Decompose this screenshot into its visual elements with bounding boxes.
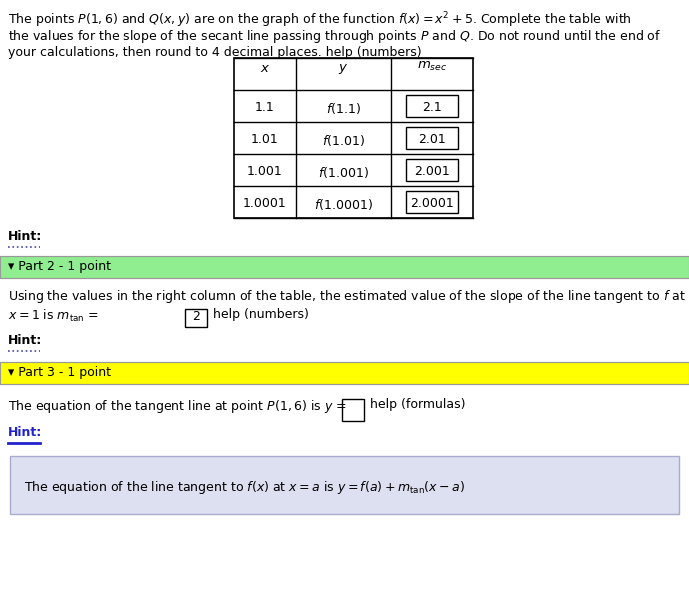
Text: The equation of the line tangent to $f(x)$ at $x = a$ is $y = f(a) + m_{\mathrm{: The equation of the line tangent to $f(x… — [24, 479, 465, 496]
Text: 2: 2 — [192, 310, 200, 323]
Text: Using the values in the right column of the table, the estimated value of the sl: Using the values in the right column of … — [8, 288, 686, 305]
Text: 1.1: 1.1 — [255, 101, 275, 114]
Bar — [10, 456, 679, 514]
Text: your calculations, then round to 4 decimal places. help (numbers): your calculations, then round to 4 decim… — [8, 46, 422, 59]
Text: $f(1.01)$: $f(1.01)$ — [322, 133, 364, 148]
Text: Hint:: Hint: — [8, 426, 42, 439]
Text: The equation of the tangent line at point $P(1, 6)$ is $y$ =: The equation of the tangent line at poin… — [8, 398, 347, 415]
Bar — [0, 256, 689, 278]
Text: $y$: $y$ — [338, 62, 348, 76]
Text: The points $P(1, 6)$ and $Q(x, y)$ are on the graph of the function $f(x) = x^2 : The points $P(1, 6)$ and $Q(x, y)$ are o… — [8, 10, 632, 30]
Text: 1.01: 1.01 — [251, 133, 279, 146]
Text: 2.01: 2.01 — [418, 133, 446, 146]
Text: $f(1.0001)$: $f(1.0001)$ — [313, 197, 373, 212]
Bar — [406, 191, 458, 213]
Text: Hint:: Hint: — [8, 334, 42, 347]
Text: help (formulas): help (formulas) — [370, 398, 466, 411]
Bar — [0, 362, 689, 384]
Text: Hint:: Hint: — [8, 230, 42, 243]
Text: $f(1.001)$: $f(1.001)$ — [318, 165, 369, 180]
Bar — [406, 159, 458, 181]
Text: $x$: $x$ — [260, 62, 270, 75]
Text: ▾ Part 2 - 1 point: ▾ Part 2 - 1 point — [8, 260, 111, 273]
Bar — [406, 127, 458, 149]
Text: 2.0001: 2.0001 — [410, 197, 454, 210]
Text: 1.001: 1.001 — [247, 165, 283, 178]
Bar — [234, 58, 473, 218]
Bar — [185, 309, 207, 327]
Text: 1.0001: 1.0001 — [243, 197, 287, 210]
Text: 2.001: 2.001 — [414, 165, 450, 178]
Text: the values for the slope of the secant line passing through points $P$ and $Q$. : the values for the slope of the secant l… — [8, 28, 661, 45]
Text: help (numbers): help (numbers) — [213, 308, 309, 321]
Text: $m_{sec}$: $m_{sec}$ — [417, 60, 447, 73]
Bar — [406, 95, 458, 117]
Text: ▾ Part 3 - 1 point: ▾ Part 3 - 1 point — [8, 366, 111, 379]
Bar — [342, 399, 364, 421]
Text: 2.1: 2.1 — [422, 101, 442, 114]
Text: $f(1.1)$: $f(1.1)$ — [325, 101, 360, 116]
Text: $x = 1$ is $m_{\mathrm{tan}}$ =: $x = 1$ is $m_{\mathrm{tan}}$ = — [8, 308, 99, 324]
